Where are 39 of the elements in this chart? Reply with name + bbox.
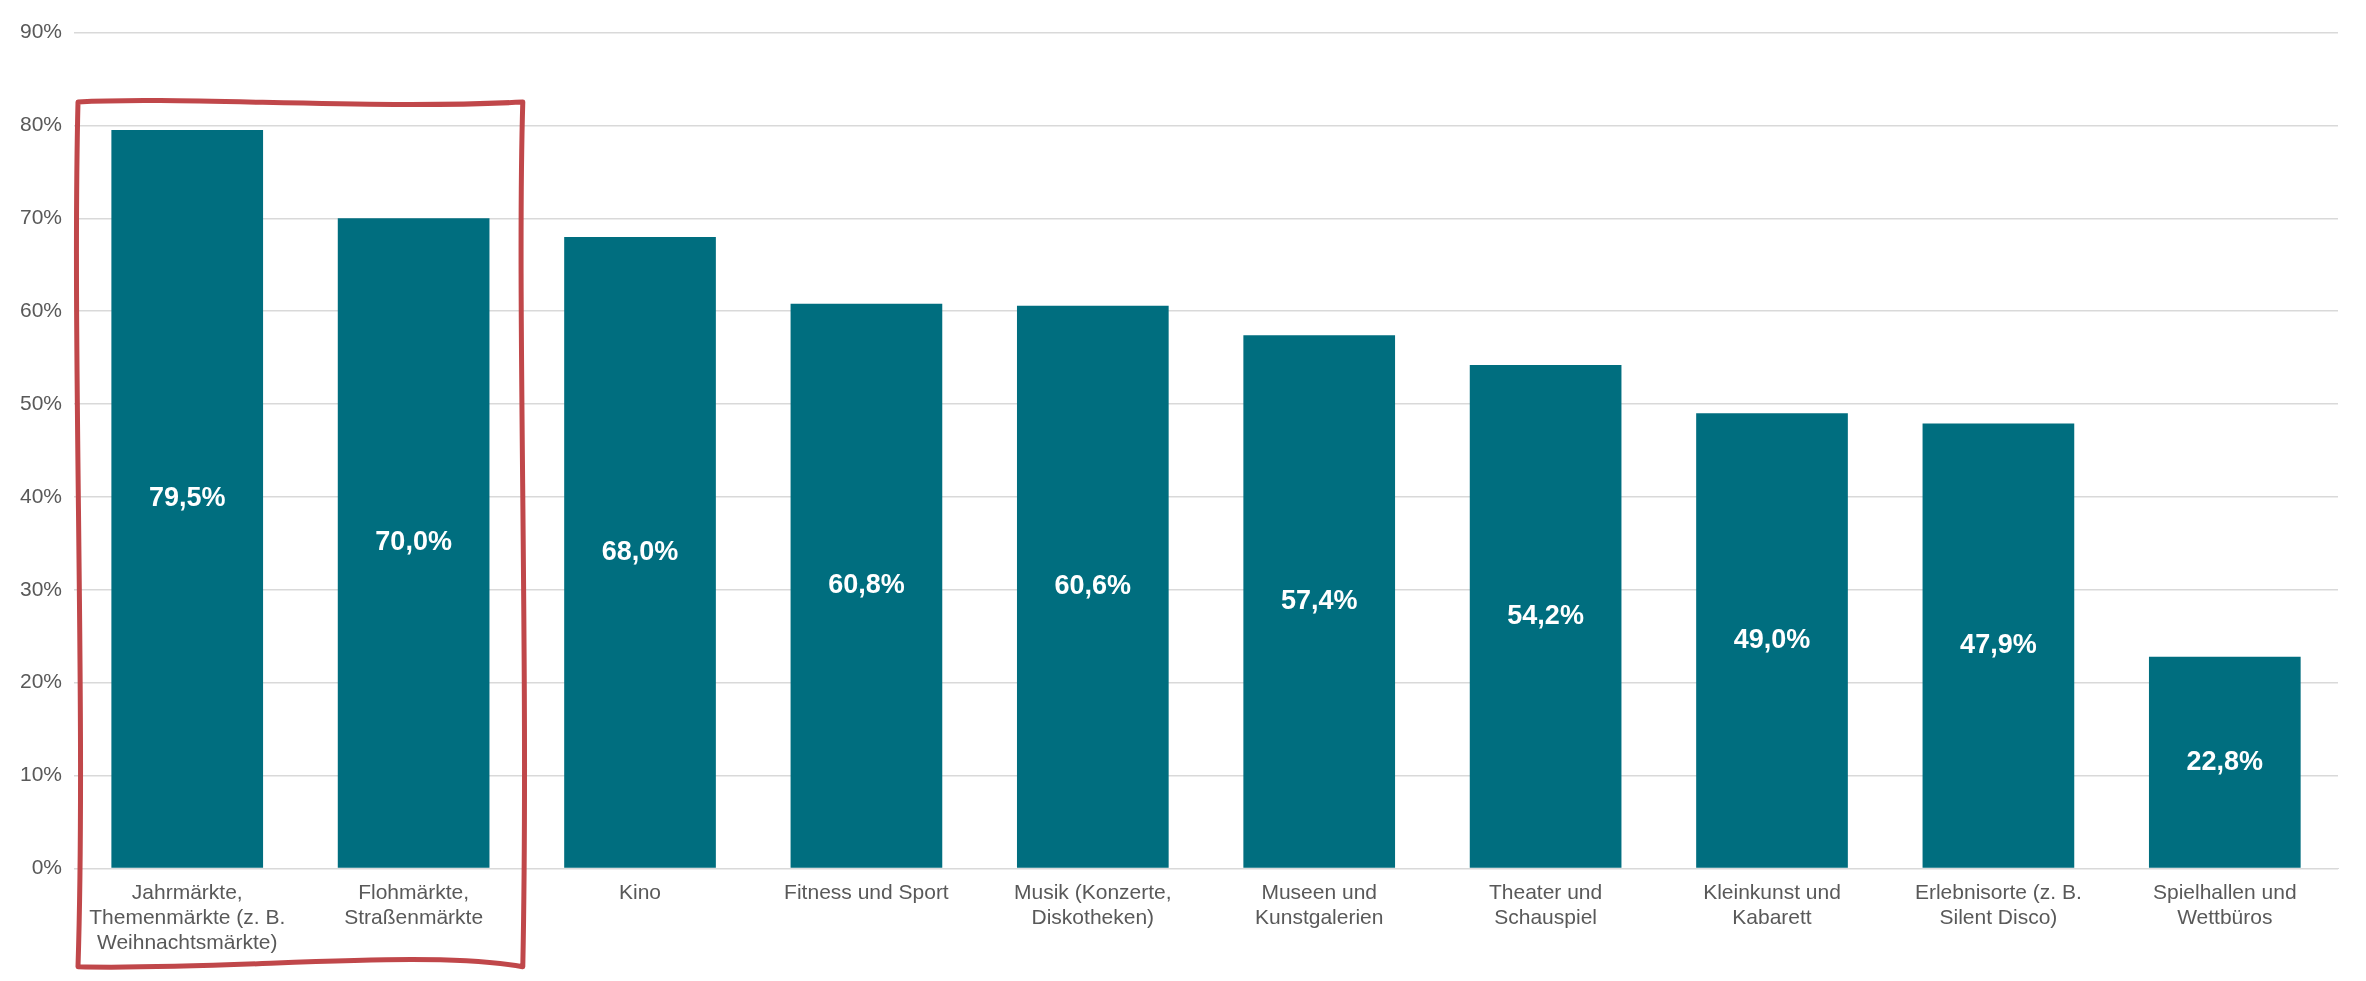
bar [564, 236, 716, 868]
x-tick-label: Jahrmärkte, Themenmärkte (z. B. Weihnachtsmärkte) [89, 879, 286, 954]
y-tick-label: 10% [20, 762, 63, 786]
y-tick-label: 20% [20, 669, 63, 693]
bar [2148, 656, 2301, 868]
y-tick-label: 60% [20, 298, 63, 321]
x-tick-label: Erlebnisorte (z. B. Silent Disco) [1914, 879, 2082, 928]
y-tick-label: 50% [20, 390, 63, 414]
y-tick-label: 30% [20, 576, 63, 600]
data-label: 22,8% [2186, 745, 2264, 776]
y-tick-label: 90% [20, 19, 63, 43]
data-label: 79,5% [148, 482, 226, 513]
data-label: 57,4% [1280, 584, 1358, 615]
bar [1469, 365, 1622, 868]
bar [1696, 413, 1848, 868]
data-label: 68,0% [601, 535, 679, 566]
y-tick-label: 70% [20, 205, 63, 229]
bar [337, 218, 490, 868]
bar [1922, 423, 2075, 868]
x-tick-label: Spielhallen und Wettbüros [2152, 879, 2297, 928]
data-label: 60,6% [1054, 570, 1132, 601]
data-label: 70,0% [375, 526, 452, 557]
data-label: 54,2% [1507, 599, 1584, 630]
bar [1016, 305, 1169, 868]
x-tick-label: Museen und Kunstgalerien [1255, 879, 1384, 928]
y-tick-label: 80% [20, 112, 63, 136]
x-tick-label: Musik (Konzerte, Diskotheken) [1014, 879, 1172, 928]
data-label: 60,8% [828, 569, 905, 600]
data-label: 47,9% [1960, 629, 2037, 660]
x-tick-label: Flohmärkte, Straßenmärkte [344, 879, 484, 928]
y-tick-label: 0% [31, 855, 63, 879]
x-tick-label: Kleinkunst und Kabarett [1703, 879, 1841, 928]
y-tick-label: 40% [20, 483, 63, 507]
x-tick-label: Fitness und Sport [784, 879, 949, 903]
x-tick-label: Theater und Schauspiel [1488, 879, 1603, 928]
bar [790, 303, 943, 868]
bar [1243, 335, 1396, 868]
data-label: 49,0% [1733, 623, 1811, 654]
x-tick-label: Kino [619, 879, 662, 903]
